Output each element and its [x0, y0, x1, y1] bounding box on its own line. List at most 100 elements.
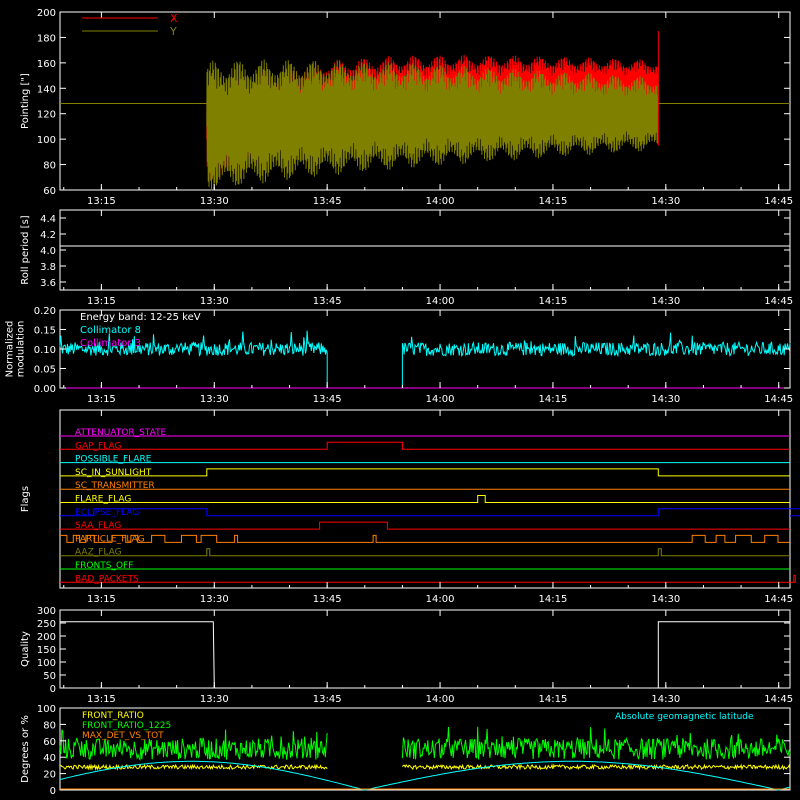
x-tick-label: 13:45 [313, 394, 342, 405]
flag-label: FLARE_FLAG [75, 495, 131, 505]
flag-line-saa-flag [60, 521, 790, 530]
y-axis-label-text: Pointing ["] [20, 73, 31, 129]
flag-label: SC_TRANSMITTER [75, 481, 155, 491]
x-tick-label: 14:30 [651, 394, 680, 405]
y-tick-label: 250 [37, 619, 56, 630]
y-tick-label: 60 [43, 186, 56, 197]
x-tick-label: 13:45 [313, 594, 342, 605]
flag-label: AAZ_FLAG [75, 548, 122, 558]
flags-panel-frame [59, 409, 791, 589]
y-tick-label: 0 [50, 684, 56, 695]
y-tick-label: 80 [43, 720, 56, 731]
y-tick-label: 4.4 [40, 214, 56, 225]
y-axis-label: Quality [20, 631, 31, 667]
x-tick-label: 14:30 [651, 196, 680, 207]
y-axis-label: Degrees or % [20, 715, 31, 783]
ratio-legend-label: MAX_DET_VS_TOT [82, 731, 164, 741]
y-tick-label: 4.2 [40, 230, 56, 241]
y-axis-label-line: modulation [16, 321, 27, 378]
flag-label: SC_IN_SUNLIGHT [75, 468, 152, 478]
flag-line-particle-flag [60, 534, 790, 543]
x-tick-label: 14:15 [539, 196, 568, 207]
y-tick-label: 20 [43, 770, 56, 781]
legend-label-y: Y [169, 25, 177, 38]
x-tick-label: 14:15 [539, 594, 568, 605]
flag-line-flare-flag [60, 495, 790, 503]
modulation-legend-label: Collimator 3 [80, 338, 141, 349]
x-tick-label: 13:30 [200, 196, 229, 207]
flag-label: SAA_FLAG [75, 521, 121, 531]
y-tick-label: 100 [37, 704, 56, 715]
pointing-panel-frame [59, 11, 791, 191]
x-tick-label: 14:00 [426, 694, 455, 705]
flag-label: POSSIBLE_FLARE [75, 455, 152, 465]
x-tick-label: 13:45 [313, 296, 342, 307]
roll-period-panel-frame [59, 209, 791, 291]
x-tick-label: 13:15 [87, 694, 116, 705]
flag-line-gap-flag [60, 441, 790, 450]
y-axis-label-text: Degrees or % [20, 715, 31, 783]
y-axis-label-text: Flags [20, 486, 31, 512]
y-tick-label: 150 [37, 645, 56, 656]
ratio-series-front-ratio [402, 763, 791, 771]
y-axis-label: Normalized modulation [5, 321, 27, 378]
x-tick-label: 14:30 [651, 594, 680, 605]
x-tick-label: 13:30 [200, 694, 229, 705]
ratio-series-front-ratio [59, 763, 328, 771]
flag-label: ATTENUATOR_STATE [75, 428, 167, 438]
flag-line-eclipse-flag [60, 508, 800, 517]
y-tick-label: 0.15 [34, 326, 56, 337]
x-tick-label: 13:30 [200, 296, 229, 307]
y-tick-label: 50 [43, 671, 56, 682]
x-tick-label: 14:45 [764, 296, 793, 307]
y-tick-label: 100 [37, 135, 56, 146]
ratio-legend-label: Absolute geomagnetic latitude [615, 712, 754, 722]
ratio-legend-label: FRONT_RATIO_1225 [82, 721, 171, 731]
y-tick-label: 140 [37, 84, 56, 95]
legend-label-x: X [170, 12, 178, 25]
flag-label: PARTICLE_FLAG [75, 534, 145, 544]
flag-label: GAP_FLAG [75, 441, 121, 451]
y-axis-label: Flags [20, 486, 31, 512]
quality-series [60, 621, 790, 689]
y-tick-label: 3.8 [40, 262, 56, 273]
y-axis-label: Pointing ["] [20, 73, 31, 129]
y-tick-label: 0.10 [34, 345, 56, 356]
y-axis-label-text: Quality [20, 631, 31, 667]
modulation-legend-label: Collimator 8 [80, 325, 141, 336]
x-tick-label: 13:30 [200, 394, 229, 405]
x-tick-label: 14:45 [764, 594, 793, 605]
x-tick-label: 14:00 [426, 196, 455, 207]
x-tick-label: 14:15 [539, 694, 568, 705]
x-tick-label: 14:15 [539, 296, 568, 307]
ratio-legend-label: FRONT_RATIO [82, 711, 144, 721]
x-tick-label: 14:00 [426, 296, 455, 307]
ratio-series-front-ratio-1225 [401, 726, 791, 760]
energy-band-annotation: Energy band: 12-25 keV [80, 312, 201, 323]
y-tick-label: 100 [37, 658, 56, 669]
modulation-collimator-8-series [401, 332, 791, 388]
x-tick-label: 14:45 [764, 196, 793, 207]
x-tick-label: 14:15 [539, 394, 568, 405]
y-tick-label: 160 [37, 59, 56, 70]
x-tick-label: 14:00 [426, 594, 455, 605]
pointing-series-y [206, 59, 659, 191]
x-tick-label: 13:15 [87, 196, 116, 207]
x-tick-label: 14:00 [426, 394, 455, 405]
y-tick-label: 180 [37, 33, 56, 44]
y-tick-label: 80 [43, 161, 56, 172]
y-tick-label: 200 [37, 8, 56, 19]
y-tick-label: 120 [37, 110, 56, 121]
y-tick-label: 3.6 [40, 278, 56, 289]
flag-line-bad-packets [60, 574, 796, 583]
y-tick-label: 200 [37, 632, 56, 643]
flag-label: BAD_PACKETS [75, 574, 139, 584]
x-tick-label: 13:30 [200, 594, 229, 605]
y-tick-label: 300 [37, 606, 56, 617]
x-tick-label: 13:45 [313, 196, 342, 207]
flag-label: FRONTS_OFF [75, 561, 133, 571]
x-tick-label: 13:15 [87, 594, 116, 605]
flag-line-sc-in-sunlight [60, 468, 790, 477]
modulation-collimator-8-series [59, 330, 328, 388]
